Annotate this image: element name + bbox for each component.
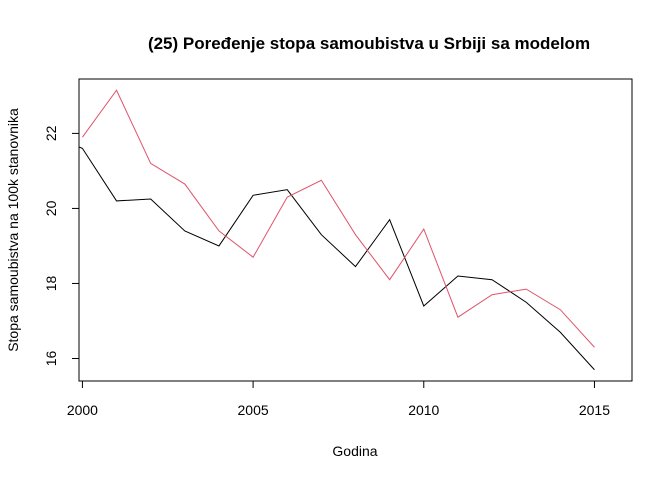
x-axis-label: Godina	[332, 443, 377, 459]
y-tick-label: 18	[43, 275, 59, 291]
series-line-1	[79, 146, 595, 371]
y-tick-label: 16	[43, 350, 59, 366]
y-tick-label: 20	[43, 200, 59, 216]
y-axis: 16 18 20 22	[43, 125, 79, 366]
plot-area	[78, 78, 633, 382]
series-layer	[79, 89, 595, 371]
x-tick-label: 2000	[67, 402, 98, 418]
x-tick-label: 2010	[408, 402, 439, 418]
x-tick-label: 2005	[238, 402, 269, 418]
y-tick-label: 22	[43, 125, 59, 141]
x-tick-label: 2015	[579, 402, 610, 418]
y-axis-label: Stopa samoubistva na 100k stanovnika	[5, 108, 21, 352]
chart-title: (25) Poređenje stopa samoubistva u Srbij…	[148, 34, 590, 53]
series-line-2	[82, 89, 595, 348]
x-axis: 2000 2005 2010 2015	[67, 381, 610, 418]
